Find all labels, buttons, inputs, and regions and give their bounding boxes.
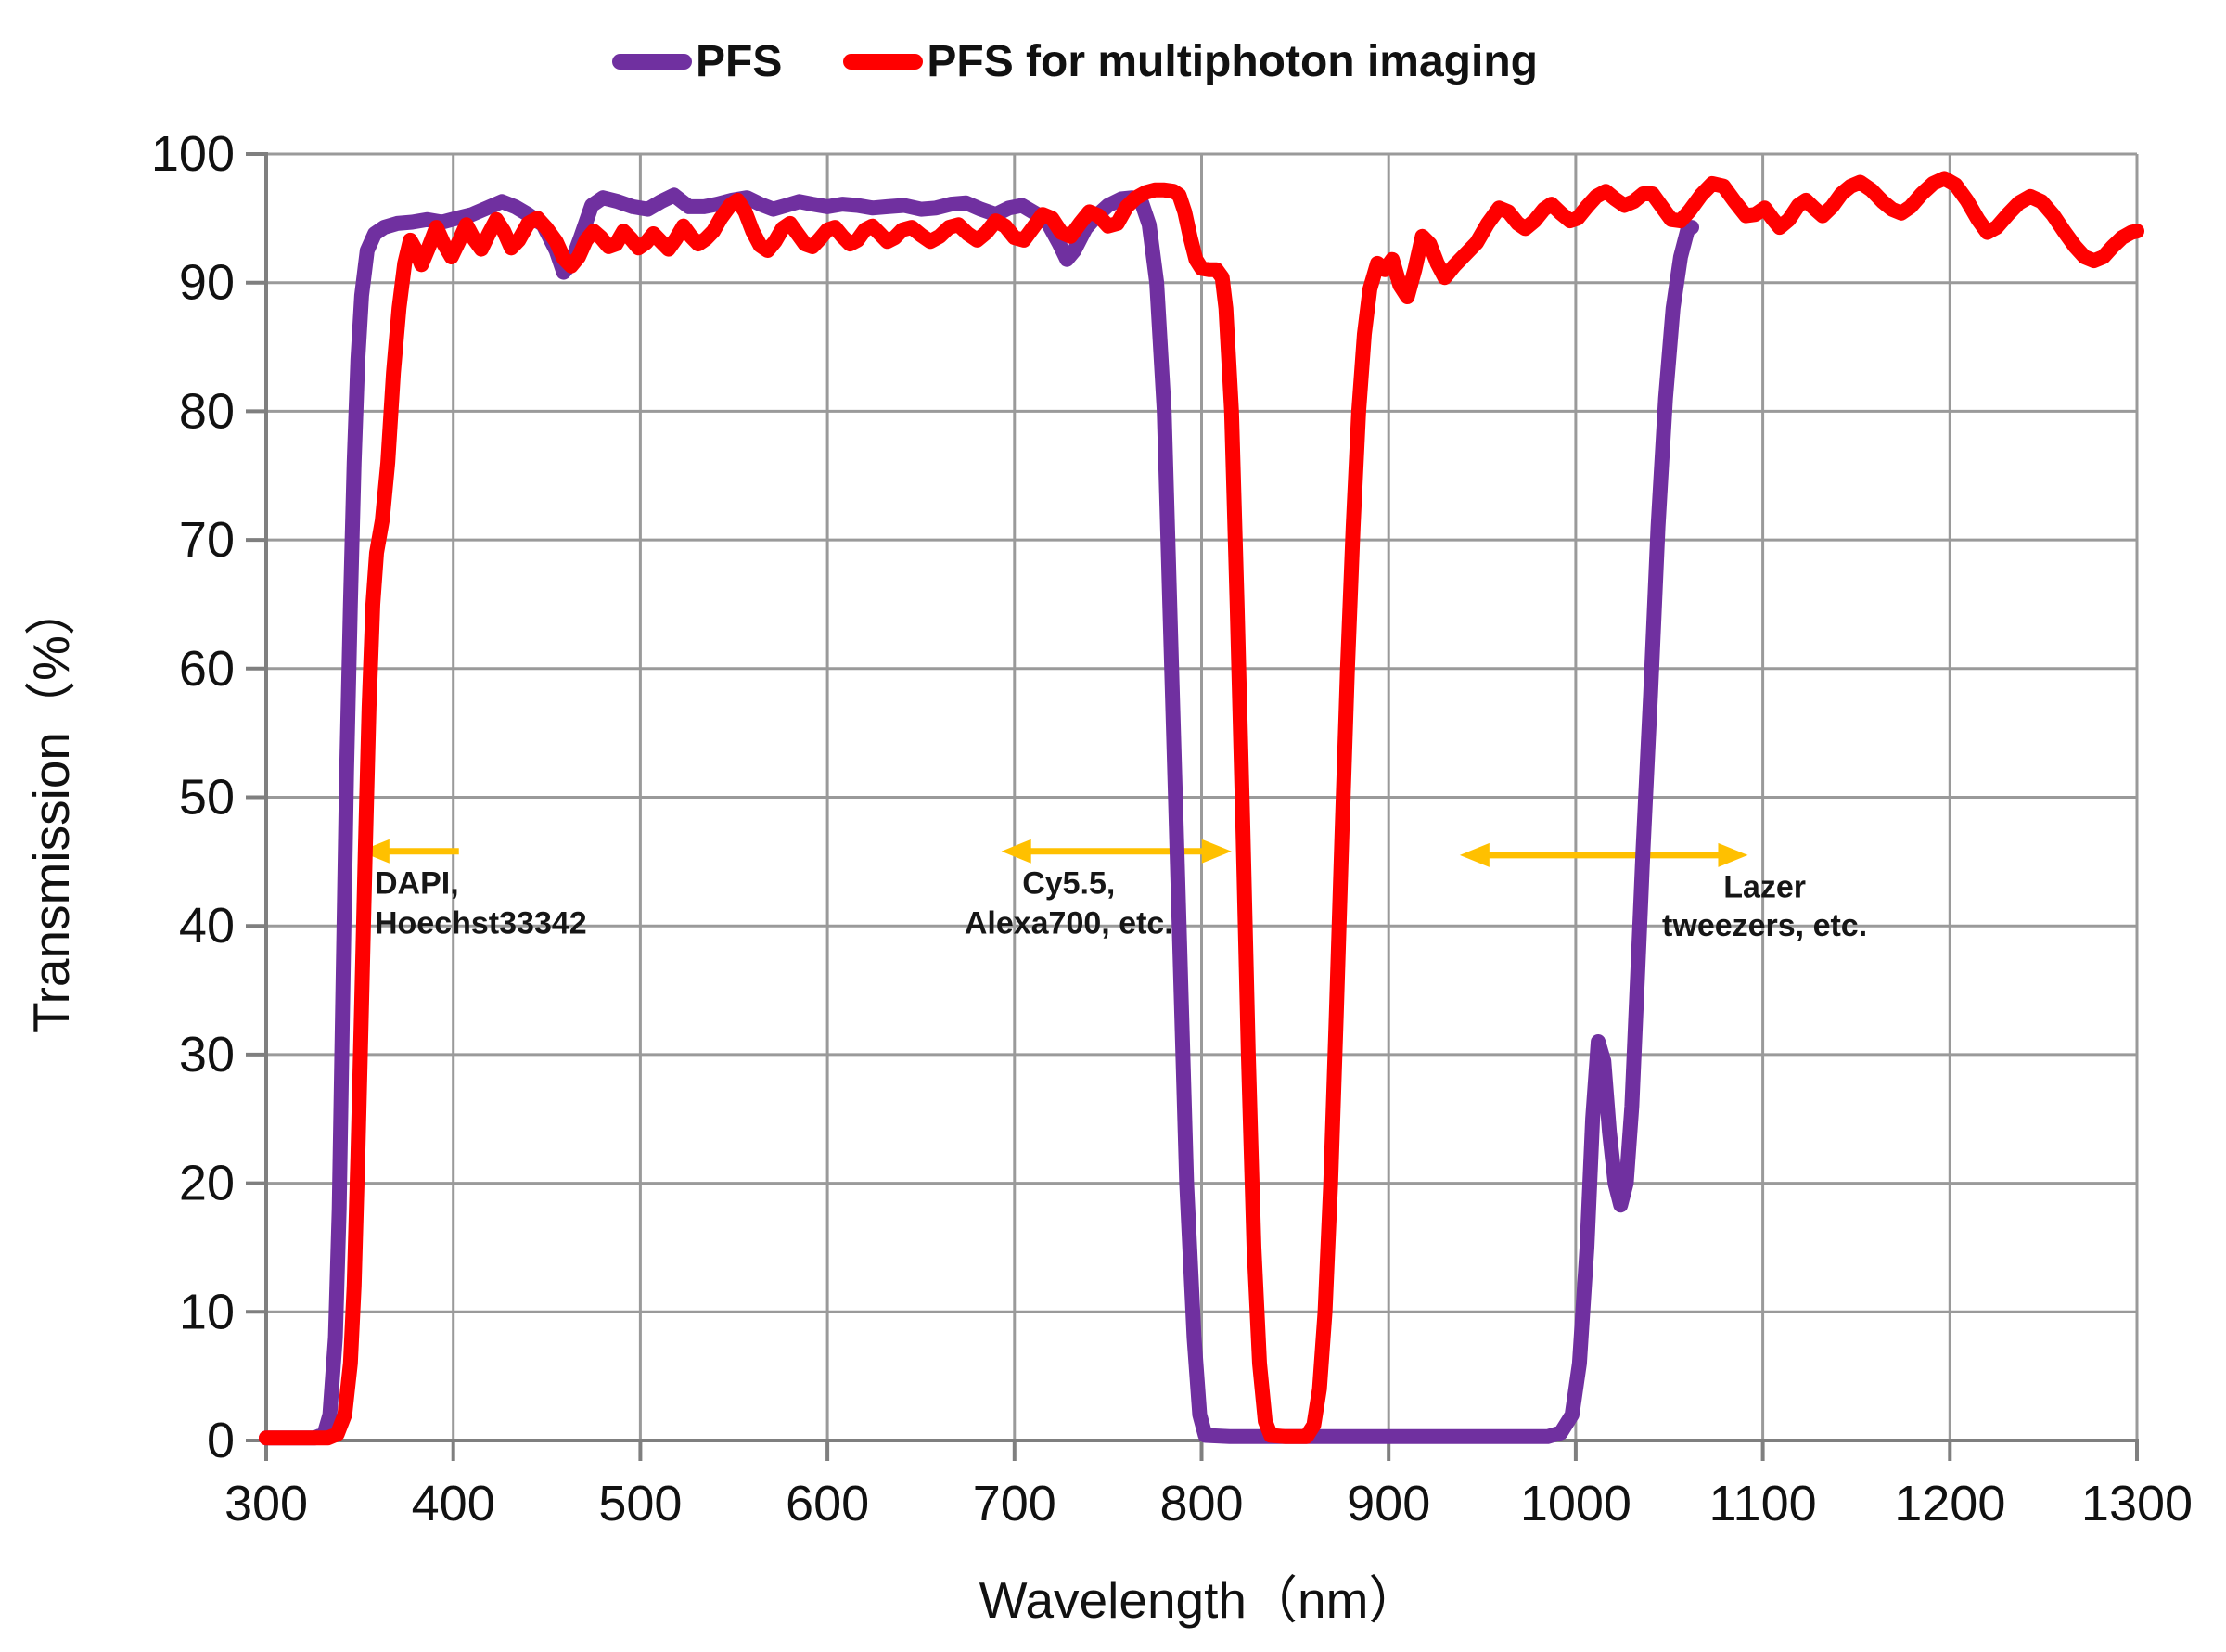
y-tick-label: 10 (179, 1284, 235, 1339)
x-tick-label: 1300 (2081, 1476, 2193, 1531)
annotation-label: Lazer (1723, 870, 1806, 905)
x-tick-label: 700 (973, 1476, 1056, 1531)
chart-legend: PFS PFS for multiphoton imaging (612, 36, 1599, 87)
arrow-head-left-icon (1459, 842, 1490, 867)
annotation-label: DAPI, (375, 865, 459, 901)
legend-item-pfs-multiphoton: PFS for multiphoton imaging (843, 36, 1538, 87)
annotation: DAPI, Hoechst33342 (359, 839, 587, 941)
annotation-label: Hoechst33342 (375, 905, 587, 941)
y-tick-label: 50 (179, 770, 235, 826)
axes: 0 10 20 30 40 50 60 70 80 90 100 300 400 500 600 700 800… (151, 126, 2193, 1531)
pfs-multiphoton-legend-swatch (843, 53, 924, 70)
y-tick-label: 100 (151, 126, 235, 182)
legend-item-pfs: PFS (612, 36, 782, 87)
arrow-head-right-icon (1718, 842, 1748, 867)
annotation-label: Cy5.5, (1022, 865, 1115, 901)
x-tick-label: 500 (598, 1476, 682, 1531)
pfs-legend-label: PFS (696, 36, 783, 86)
arrow-head-left-icon (1001, 839, 1031, 864)
y-tick-label: 40 (179, 898, 235, 954)
x-tick-label: 600 (786, 1476, 869, 1531)
x-tick-label: 800 (1159, 1476, 1243, 1531)
curves (259, 171, 2144, 1446)
pfs-legend-swatch (612, 53, 692, 70)
x-tick-label: 1100 (1709, 1476, 1817, 1531)
y-tick-label: 0 (207, 1413, 235, 1468)
x-tick-label: 1000 (1520, 1476, 1631, 1531)
y-tick-label: 20 (179, 1156, 235, 1211)
x-tick-label: 900 (1347, 1476, 1430, 1531)
y-tick-label: 70 (179, 512, 235, 568)
x-tick-label: 1200 (1894, 1476, 2005, 1531)
pfs-curve-line (259, 187, 1699, 1446)
annotations: DAPI, Hoechst33342 Cy5.5, Alexa700, etc. Laz… (359, 839, 1867, 943)
x-tick-label: 400 (412, 1476, 495, 1531)
pfs-multiphoton-curve-line (259, 171, 2144, 1446)
y-tick-label: 90 (179, 255, 235, 311)
grid-lines (264, 152, 2139, 1442)
x-axis-title: Wavelength（nm） (979, 1571, 1420, 1629)
y-tick-label: 30 (179, 1027, 235, 1082)
y-tick-label: 80 (179, 383, 235, 439)
x-tick-label: 300 (224, 1476, 308, 1531)
annotation-label: Alexa700, etc. (965, 905, 1173, 941)
y-tick-label: 60 (179, 641, 235, 697)
annotation-label: tweezers, etc. (1662, 908, 1867, 943)
annotation: Cy5.5, Alexa700, etc. (965, 839, 1232, 941)
pfs-multiphoton-legend-label: PFS for multiphoton imaging (927, 36, 1538, 86)
arrow-head-left-icon (359, 839, 390, 864)
y-axis-title: Transmission（%） (22, 584, 80, 1033)
arrow-head-right-icon (1201, 839, 1232, 864)
